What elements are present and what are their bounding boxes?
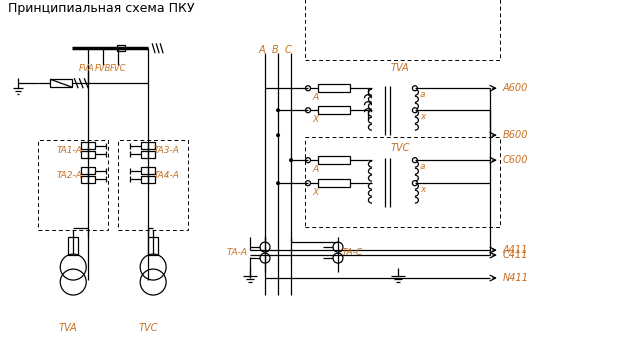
Bar bbox=[141, 151, 155, 158]
Circle shape bbox=[412, 181, 417, 186]
Circle shape bbox=[276, 181, 280, 185]
Text: TVC: TVC bbox=[139, 323, 158, 333]
Circle shape bbox=[412, 86, 417, 91]
Bar bbox=[81, 151, 95, 158]
Bar bbox=[148, 237, 158, 255]
Text: TVA: TVA bbox=[59, 323, 77, 333]
Bar bbox=[318, 106, 350, 114]
Circle shape bbox=[306, 108, 311, 113]
Bar bbox=[305, 0, 500, 60]
Bar bbox=[141, 167, 155, 174]
Text: a: a bbox=[420, 90, 425, 99]
Text: TA1-A: TA1-A bbox=[56, 146, 82, 155]
Text: x: x bbox=[420, 185, 425, 194]
Text: A: A bbox=[312, 165, 318, 174]
Text: a: a bbox=[420, 162, 425, 171]
Bar bbox=[318, 179, 350, 187]
Bar bbox=[118, 140, 188, 230]
Circle shape bbox=[412, 158, 417, 163]
Circle shape bbox=[306, 86, 311, 91]
Text: N411: N411 bbox=[503, 273, 529, 283]
Text: TA4-A: TA4-A bbox=[153, 171, 179, 180]
Text: TA2-A: TA2-A bbox=[56, 171, 82, 180]
Bar bbox=[50, 79, 72, 87]
Circle shape bbox=[289, 158, 293, 162]
Text: С600: С600 bbox=[503, 155, 528, 165]
Bar bbox=[68, 237, 78, 255]
Circle shape bbox=[276, 108, 280, 112]
Bar bbox=[141, 142, 155, 149]
Text: FVB: FVB bbox=[95, 64, 111, 73]
Text: A: A bbox=[259, 45, 266, 55]
Text: FVC: FVC bbox=[110, 64, 127, 73]
Text: ТА-С: ТА-С bbox=[342, 248, 363, 256]
Text: А411: А411 bbox=[503, 245, 528, 255]
Circle shape bbox=[412, 108, 417, 113]
Text: ТА-А: ТА-А bbox=[227, 248, 248, 256]
Bar bbox=[81, 167, 95, 174]
Circle shape bbox=[306, 158, 311, 163]
Text: А600: А600 bbox=[503, 83, 528, 93]
Bar bbox=[117, 45, 125, 51]
Text: В600: В600 bbox=[503, 130, 528, 140]
Text: X: X bbox=[312, 188, 318, 197]
Text: TVC: TVC bbox=[390, 143, 410, 153]
Text: B: B bbox=[272, 45, 279, 55]
Circle shape bbox=[306, 181, 311, 186]
Text: C: C bbox=[285, 45, 292, 55]
Bar bbox=[318, 156, 350, 164]
Bar bbox=[141, 176, 155, 183]
Text: X: X bbox=[312, 115, 318, 124]
Bar bbox=[318, 84, 350, 92]
Text: x: x bbox=[420, 112, 425, 121]
Text: TVA: TVA bbox=[391, 63, 409, 73]
Bar bbox=[81, 142, 95, 149]
Text: A: A bbox=[312, 93, 318, 102]
Circle shape bbox=[276, 133, 280, 137]
Text: С411: С411 bbox=[503, 250, 528, 260]
Bar bbox=[38, 140, 108, 230]
Text: FVA: FVA bbox=[79, 64, 95, 73]
Bar bbox=[305, 137, 500, 227]
Text: TA3-A: TA3-A bbox=[153, 146, 179, 155]
Text: Принципиальная схема ПКУ: Принципиальная схема ПКУ bbox=[8, 2, 195, 15]
Bar bbox=[81, 176, 95, 183]
